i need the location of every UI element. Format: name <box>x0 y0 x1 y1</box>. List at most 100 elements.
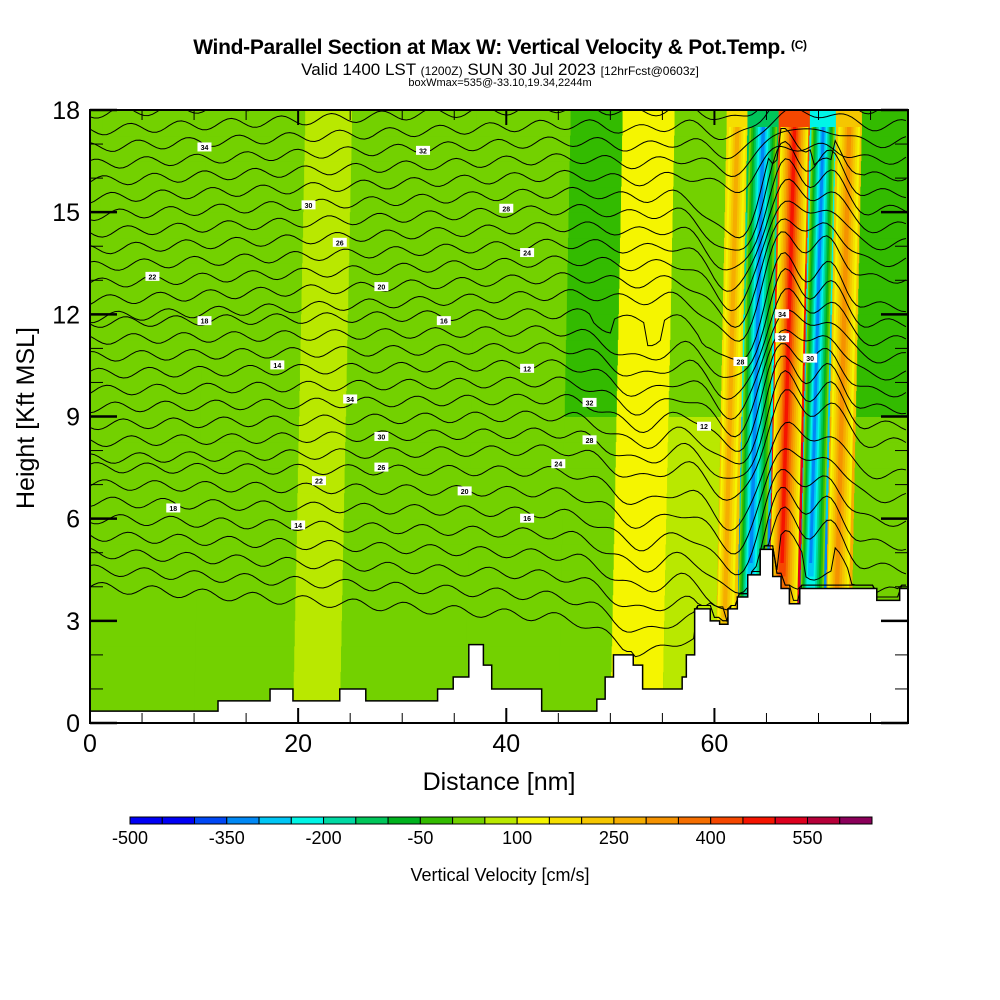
contour-label-text: 18 <box>201 319 209 326</box>
field-cell <box>201 339 301 366</box>
colorbar <box>129 816 873 825</box>
colorbar-segment <box>774 816 808 825</box>
field-cell <box>560 620 613 647</box>
colorbar-tick-labels: -500 -350 -200 -50 100 250 400 550 <box>112 828 823 848</box>
field-cell <box>344 467 470 494</box>
colorbar-segment <box>387 816 421 825</box>
field-cell <box>203 237 303 264</box>
field-cell <box>858 263 908 290</box>
field-cell <box>195 646 295 673</box>
field-cell <box>856 390 908 417</box>
y-tick-label: 15 <box>52 199 80 227</box>
contour-label: 14 <box>291 520 306 530</box>
field-cell <box>567 237 620 264</box>
field-cell <box>99 237 204 264</box>
field-cell <box>348 288 474 315</box>
field-cell <box>341 620 467 647</box>
field-cell <box>299 390 347 417</box>
field-cell <box>619 237 673 264</box>
isentrope-line <box>90 389 907 501</box>
field-cell <box>201 365 300 392</box>
field-cell <box>617 339 670 366</box>
field-cell <box>294 646 342 673</box>
field-core <box>834 127 852 604</box>
field-cell <box>613 544 666 571</box>
field-cell <box>98 314 203 341</box>
y-tick-label: 18 <box>52 97 80 125</box>
field-cell <box>204 212 304 239</box>
colorbar-tick-label: -50 <box>407 828 433 848</box>
field-cell <box>563 467 616 494</box>
colorbar-label: Vertical Velocity [cm/s] <box>410 865 589 885</box>
isentrope-line <box>90 309 906 420</box>
contour-label-text: 22 <box>149 274 157 281</box>
field-cell <box>101 161 206 188</box>
colorbar-segment <box>290 816 325 825</box>
x-tick-label: 20 <box>284 730 312 758</box>
contour-label: 26 <box>374 462 389 472</box>
field-cell <box>197 544 297 571</box>
colorbar-tick-label: -350 <box>209 828 245 848</box>
colorbar-segment <box>355 816 389 825</box>
contour-label-text: 12 <box>523 366 531 373</box>
contour-label-text: 12 <box>700 424 708 431</box>
contour-label-text: 20 <box>461 489 469 496</box>
field-cell <box>347 314 473 341</box>
field-cell <box>559 646 612 673</box>
isentrope-line <box>90 110 758 136</box>
contour-label-text: 34 <box>778 312 786 319</box>
colorbar-segment <box>452 816 486 825</box>
isentrope-line <box>90 218 907 328</box>
field-cell <box>296 544 344 571</box>
field-cell <box>298 442 346 469</box>
isentrope-line <box>90 355 906 465</box>
valid-date: SUN 30 Jul 2023 <box>467 60 596 79</box>
isentrope-line <box>90 448 907 555</box>
y-tick-label: 0 <box>66 710 80 738</box>
field-cell <box>616 390 669 417</box>
contour-label: 16 <box>436 316 451 326</box>
field-cell <box>559 671 612 698</box>
field-cell <box>293 671 341 698</box>
isentrope-line <box>90 128 907 186</box>
x-tick-label: 0 <box>83 730 97 758</box>
field-cell <box>349 237 475 264</box>
field-cell <box>468 544 562 571</box>
field-cell <box>97 365 202 392</box>
contour-label: 34 <box>343 394 358 404</box>
contour-label: 18 <box>166 503 181 513</box>
field-cell <box>562 493 615 520</box>
field-cell <box>859 212 908 239</box>
chart-subtitle: Valid 1400 LST (1200Z) SUN 30 Jul 2023 [… <box>0 60 1000 80</box>
x-axis-tick-labels: 0 20 40 60 <box>83 730 728 758</box>
colorbar-segment <box>548 816 583 825</box>
field-cell <box>346 390 472 417</box>
field-cell <box>346 365 472 392</box>
field-core <box>749 127 766 563</box>
field-cell <box>860 161 908 188</box>
contour-label: 32 <box>416 145 431 155</box>
field-cell <box>90 671 195 698</box>
isentrope-line <box>90 178 907 292</box>
field-cell <box>855 442 908 469</box>
isentrope-line <box>90 142 907 204</box>
contour-label-text: 22 <box>315 479 323 486</box>
copyright-mark: (C) <box>791 38 807 52</box>
contour-label-text: 16 <box>523 516 531 523</box>
contour-label: 16 <box>520 513 535 523</box>
field-cell <box>199 467 298 494</box>
field-cell <box>670 314 723 341</box>
x-tick-label: 40 <box>492 730 520 758</box>
contour-label-text: 30 <box>378 434 386 441</box>
field-cell <box>857 339 908 366</box>
contour-label: 34 <box>197 142 212 152</box>
field-cell <box>351 135 477 162</box>
isentrope-line <box>90 486 907 594</box>
field-cell <box>665 544 718 571</box>
contour-label-text: 26 <box>336 240 344 247</box>
field-cell <box>673 186 726 213</box>
isentrope-line <box>90 329 907 438</box>
isentrope-line <box>90 530 906 623</box>
colorbar-segment <box>258 816 292 825</box>
